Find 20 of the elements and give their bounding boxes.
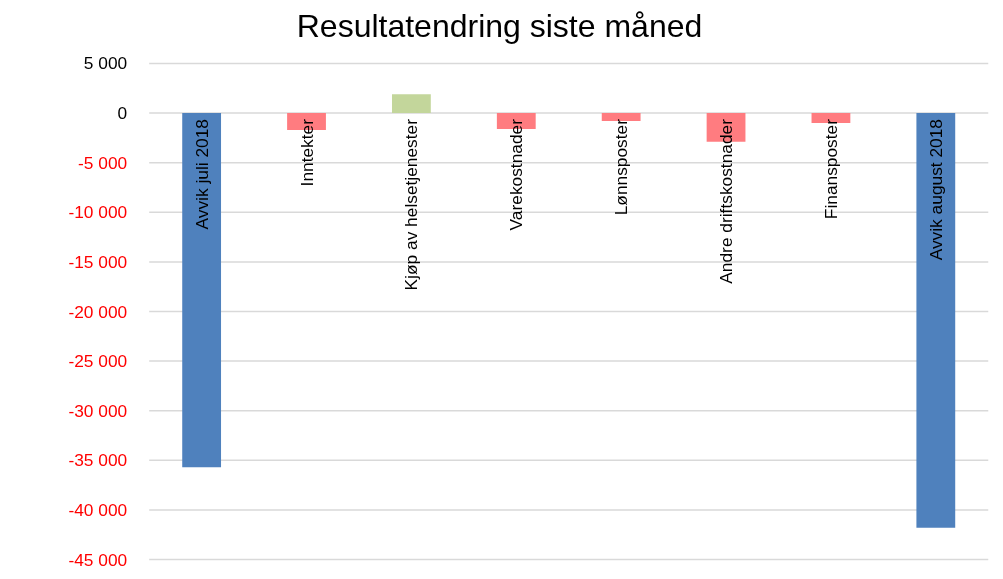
x-tick-label: Avvik august 2018 bbox=[925, 119, 946, 261]
y-tick-label: -45 000 bbox=[68, 549, 128, 570]
x-tick-label: Varekostnader bbox=[506, 118, 527, 231]
y-tick-label: -20 000 bbox=[68, 301, 128, 322]
y-tick-label: -30 000 bbox=[68, 400, 128, 421]
y-tick-label: -5 000 bbox=[78, 152, 128, 173]
x-tick-label: Avvik juli 2018 bbox=[191, 119, 212, 230]
x-tick-label: Finansposter bbox=[820, 118, 841, 220]
x-tick-label: Lønnsposter bbox=[611, 118, 632, 216]
x-tick-label: Kjøp av helsetjenester bbox=[401, 118, 422, 291]
y-tick-label: -40 000 bbox=[68, 499, 128, 520]
chart-title: Resultatendring siste måned bbox=[296, 7, 703, 44]
y-tick-label: -35 000 bbox=[68, 450, 128, 471]
x-tick-label: Andre driftskostnader bbox=[716, 118, 737, 284]
y-tick-label: 5 000 bbox=[83, 53, 128, 74]
y-tick-label: -25 000 bbox=[68, 351, 128, 372]
y-tick-label: -10 000 bbox=[68, 202, 128, 223]
y-tick-label: 0 bbox=[117, 103, 128, 124]
x-tick-label: Inntekter bbox=[296, 118, 317, 187]
y-tick-label: -15 000 bbox=[68, 251, 128, 272]
